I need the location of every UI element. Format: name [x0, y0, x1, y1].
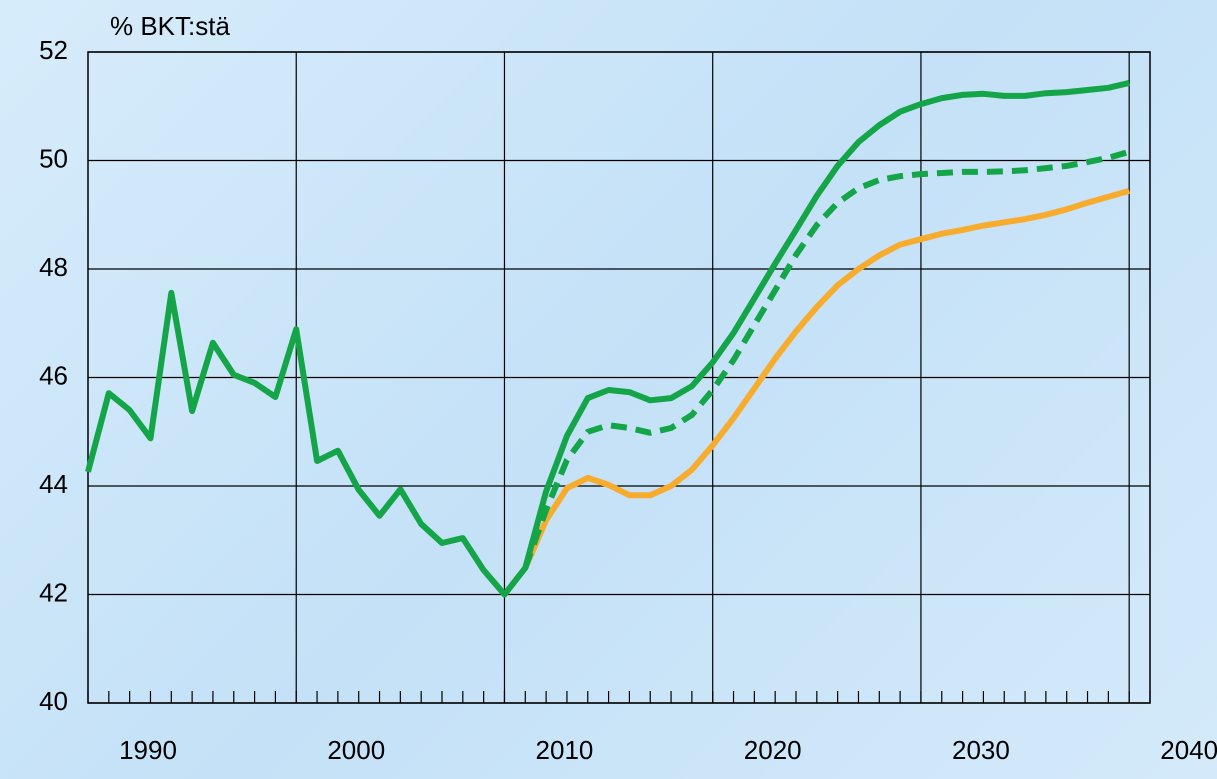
y-tick-label: 40	[39, 686, 68, 716]
x-tick-label: 2030	[952, 735, 1010, 765]
x-tick-label: 2020	[744, 735, 802, 765]
y-tick-label: 44	[39, 469, 68, 499]
data-line	[88, 83, 1129, 595]
y-tick-label: 48	[39, 252, 68, 282]
chart: % BKT:stä 40 42 44 46 48 50 52 1990 2000 2010 2020…	[0, 0, 1217, 779]
data-line	[525, 191, 1129, 568]
y-tick-label: 52	[39, 35, 68, 65]
y-tick-label: 42	[39, 577, 68, 607]
y-tick-label: 46	[39, 360, 68, 390]
x-tick-label: 1990	[119, 735, 177, 765]
x-tick-label: 2040	[1160, 735, 1217, 765]
x-tick-label: 2010	[536, 735, 594, 765]
y-tick-label: 50	[39, 143, 68, 173]
x-tick-label: 2000	[327, 735, 385, 765]
y-axis-label: % BKT:stä	[110, 11, 230, 41]
